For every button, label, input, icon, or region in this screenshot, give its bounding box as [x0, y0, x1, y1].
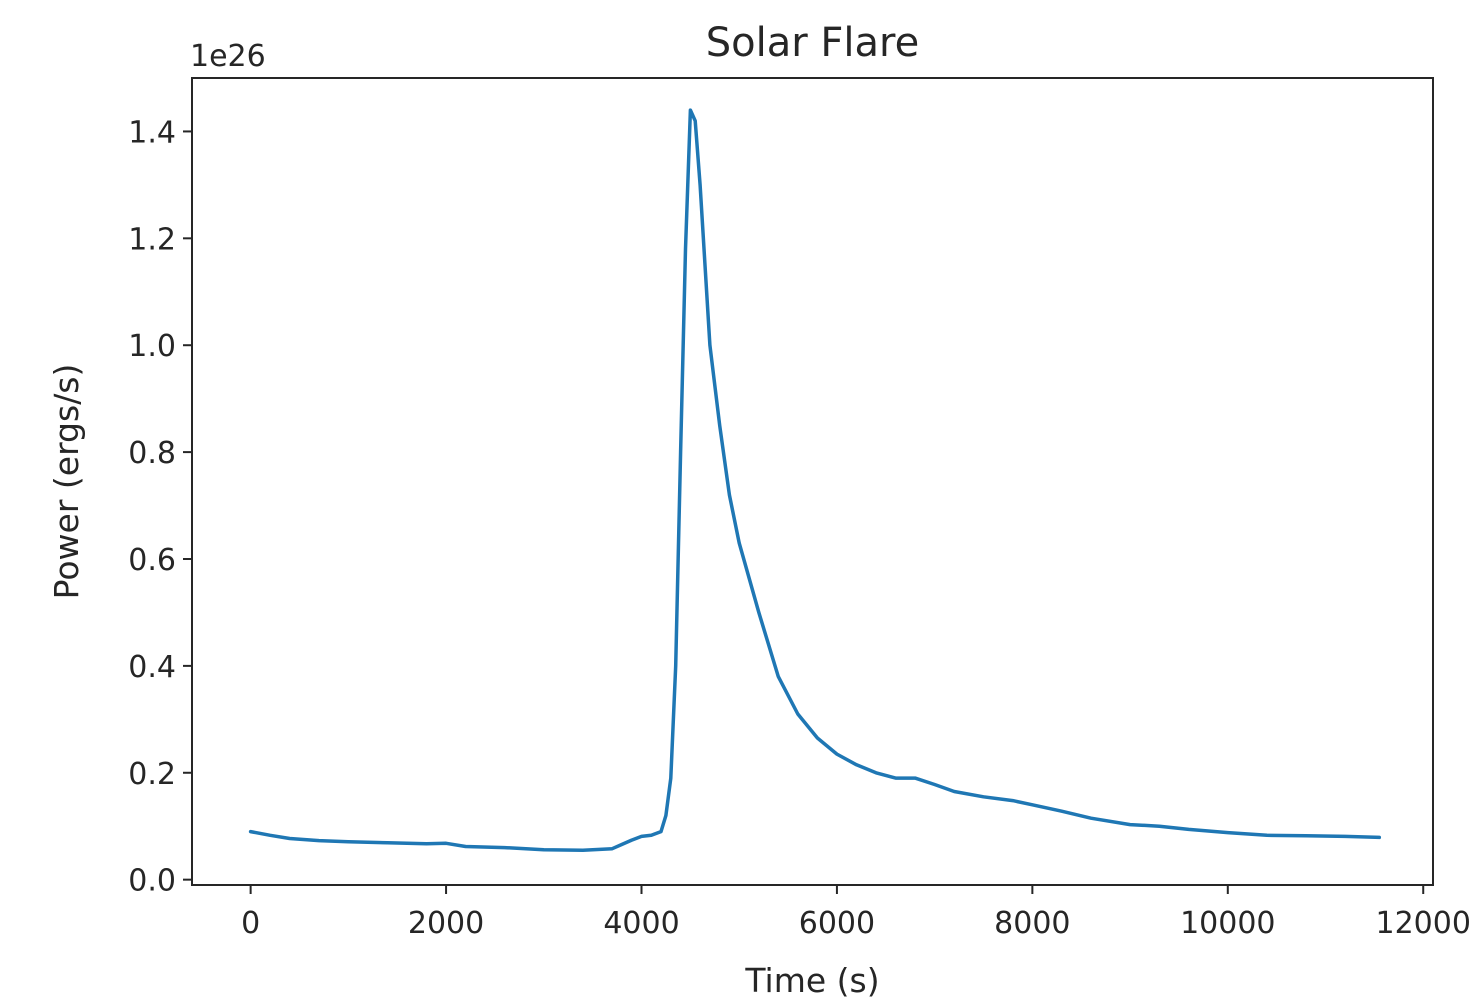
- y-tick-label: 1.0: [128, 329, 176, 364]
- y-offset-label: 1e26: [190, 39, 266, 74]
- chart-title: Solar Flare: [706, 20, 919, 66]
- x-tick-label: 12000: [1376, 906, 1471, 941]
- y-tick-label: 0.8: [128, 436, 176, 471]
- x-axis-label: Time (s): [744, 961, 879, 1000]
- series-lines: [248, 108, 1382, 853]
- x-tick-label: 4000: [603, 906, 679, 941]
- x-tick-label: 6000: [799, 906, 875, 941]
- y-tick-label: 1.4: [128, 115, 176, 150]
- x-tick-label: 10000: [1180, 906, 1275, 941]
- y-tick-label: 0.6: [128, 543, 176, 578]
- y-tick-label: 0.0: [128, 864, 176, 899]
- x-tick-label: 0: [241, 906, 260, 941]
- y-tick-label: 1.2: [128, 222, 176, 257]
- x-tick-label: 2000: [408, 906, 484, 941]
- x-tick-label: 8000: [994, 906, 1070, 941]
- series-line: [248, 108, 1382, 853]
- y-tick-label: 0.2: [128, 757, 176, 792]
- y-axis-label: Power (ergs/s): [47, 364, 86, 600]
- y-tick-label: 0.4: [128, 650, 176, 685]
- plot-frame: [191, 77, 1434, 886]
- axis-ticks: 0 2000 4000 6000 8000 10000 12000 0.0 0.2 0.4 0.6 0…: [128, 115, 1471, 941]
